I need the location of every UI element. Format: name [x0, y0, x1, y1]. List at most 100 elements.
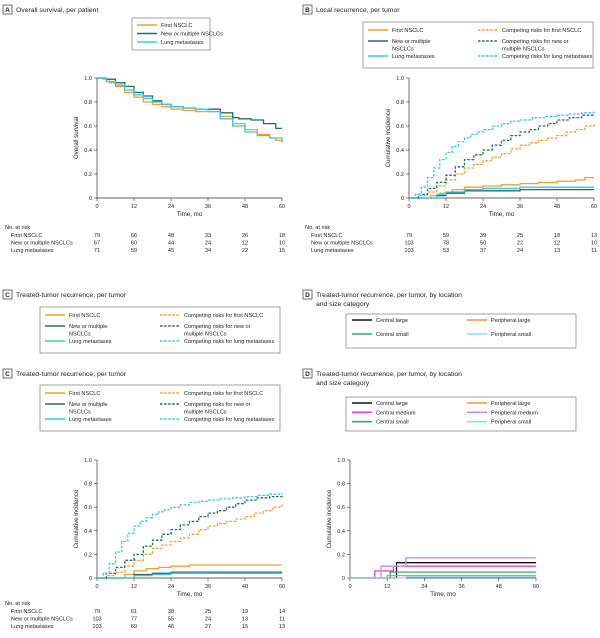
risk-value: 22	[242, 248, 248, 254]
legend-label: First NSCLC	[392, 28, 423, 34]
risk-row-label: Lung metastases	[11, 248, 54, 254]
risk-value: 13	[591, 233, 597, 239]
series-line	[409, 111, 595, 199]
y-tick-label: 1.0	[84, 458, 92, 464]
x-axis-label: Time, mo	[489, 211, 515, 218]
panel-title: Treated-tumor recurrence, per tumor, by …	[316, 292, 462, 299]
risk-row-label: First NSCLC	[11, 609, 42, 615]
series-line	[97, 564, 282, 579]
legend: First NSCLC Competing risks for first NSC…	[39, 306, 281, 354]
risk-value: 15	[242, 624, 248, 630]
legend-label: Central large	[376, 318, 408, 324]
panel-title: Local recurrence, per tumor	[316, 7, 400, 14]
risk-header: No. at risk	[5, 601, 30, 607]
risk-value: 103	[92, 617, 101, 623]
risk-value: 59	[443, 233, 449, 239]
risk-row-label: First NSCLC	[11, 233, 42, 239]
risk-value: 12	[242, 241, 248, 247]
x-tick-label: 12	[131, 204, 137, 210]
legend-label: Competing risks for first NSCLC	[502, 28, 581, 34]
legend-label: First NSCLC	[161, 23, 192, 29]
panel-title: Overall survival, per patient	[16, 7, 98, 14]
panel-title: Treated-tumor recurrence, per tumor, by …	[316, 371, 462, 378]
series-line	[409, 123, 595, 199]
risk-value: 33	[205, 233, 211, 239]
panel-letter-box	[2, 289, 13, 300]
legend-label: Central small	[376, 332, 409, 338]
panel-letter: C	[5, 371, 10, 378]
legend-label: Lung metastases	[161, 40, 204, 46]
risk-value: 103	[404, 248, 413, 254]
risk-value: 14	[279, 609, 285, 615]
x-axis-label: Time, mo	[430, 591, 456, 598]
legend-label: Lung metastases	[69, 417, 112, 423]
y-tick-label: 0	[89, 576, 92, 582]
legend-label: Peripheral small	[491, 420, 531, 426]
legend-label: First NSCLC	[69, 391, 100, 397]
risk-value: 53	[443, 248, 449, 254]
plot-area: 0 0.2 0.4 0.6 0.8 1.0 0 12 24 36 48 60 Time, mo Overa…	[73, 76, 285, 218]
y-tick-label: 0.8	[337, 482, 345, 488]
legend: First NSCLC Competing risks for first NSC…	[362, 21, 594, 69]
risk-value: 18	[279, 233, 285, 239]
risk-value: 38	[168, 609, 174, 615]
series-line	[350, 576, 536, 579]
x-tick-label: 60	[591, 204, 597, 210]
risk-value: 79	[406, 233, 412, 239]
y-axis-label: Cumulative incidence	[326, 489, 333, 548]
plot-area: 0 0.2 0.4 0.6 0.8 1.0 0 12 24 36 48 60 Time, mo Cumul…	[385, 76, 597, 218]
legend-label: First NSCLC	[69, 313, 100, 319]
risk-value: 13	[242, 617, 248, 623]
panel-letter: A	[5, 7, 10, 14]
y-tick-label: 0.2	[84, 172, 92, 178]
panel-letter-box	[302, 4, 313, 15]
risk-table: No. at risk First NSCLC 79 61 38 25 19 14 New or…	[5, 601, 285, 630]
risk-value: 103	[92, 624, 101, 630]
risk-header: No. at risk	[5, 225, 30, 231]
x-tick-label: 60	[279, 204, 285, 210]
risk-value: 24	[205, 241, 211, 247]
y-tick-label: 0.8	[84, 100, 92, 106]
legend-label: multiple NSCLCs	[184, 410, 227, 416]
series-line	[97, 495, 283, 579]
legend: Central large Central medium Central small…	[345, 396, 577, 432]
legend-label: Competing risks for first NSCLC	[184, 313, 263, 319]
risk-value: 26	[242, 233, 248, 239]
x-tick-label: 48	[242, 204, 248, 210]
legend-label: New or multiple NSCLCs	[161, 32, 223, 38]
legend-label: Competing risks for lung metastases	[184, 417, 275, 423]
x-tick-label: 48	[242, 584, 248, 590]
risk-value: 12	[554, 241, 560, 247]
y-tick-label: 0.2	[396, 172, 404, 178]
legend-label: Peripheral medium	[491, 410, 538, 416]
risk-value: 25	[517, 233, 523, 239]
y-tick-label: 0	[342, 576, 345, 582]
x-tick-label: 0	[407, 204, 410, 210]
panel-letter-box	[2, 4, 13, 15]
legend-label: Competing risks for lung metastases	[502, 54, 593, 60]
risk-value: 50	[480, 241, 486, 247]
risk-row-label: Lung metastases	[11, 624, 54, 630]
series-line	[409, 114, 595, 199]
legend-label: Peripheral large	[491, 401, 531, 407]
y-tick-label: 0.6	[337, 505, 345, 511]
panel-title: and size category	[316, 380, 370, 387]
risk-value: 15	[279, 248, 285, 254]
series-line	[97, 493, 283, 579]
risk-value: 46	[168, 624, 174, 630]
x-tick-label: 36	[205, 204, 211, 210]
x-axis-label: Time, mo	[177, 211, 203, 218]
y-axis-label: Cumulative incidence	[385, 108, 392, 167]
legend: First NSCLC New or multiple NSCLCs Lung me…	[131, 17, 223, 51]
legend: Central large Central small Peripheral lar…	[345, 313, 577, 349]
legend-label: multiple NSCLCs	[184, 332, 227, 338]
x-tick-label: 36	[458, 584, 464, 590]
x-tick-label: 0	[348, 584, 351, 590]
risk-value: 10	[279, 241, 285, 247]
risk-value: 69	[131, 624, 137, 630]
legend-label: New or multiple	[392, 39, 431, 45]
y-tick-label: 0	[401, 196, 404, 202]
legend-box	[345, 313, 577, 349]
x-tick-label: 24	[480, 204, 486, 210]
legend-label: Peripheral small	[491, 332, 531, 338]
